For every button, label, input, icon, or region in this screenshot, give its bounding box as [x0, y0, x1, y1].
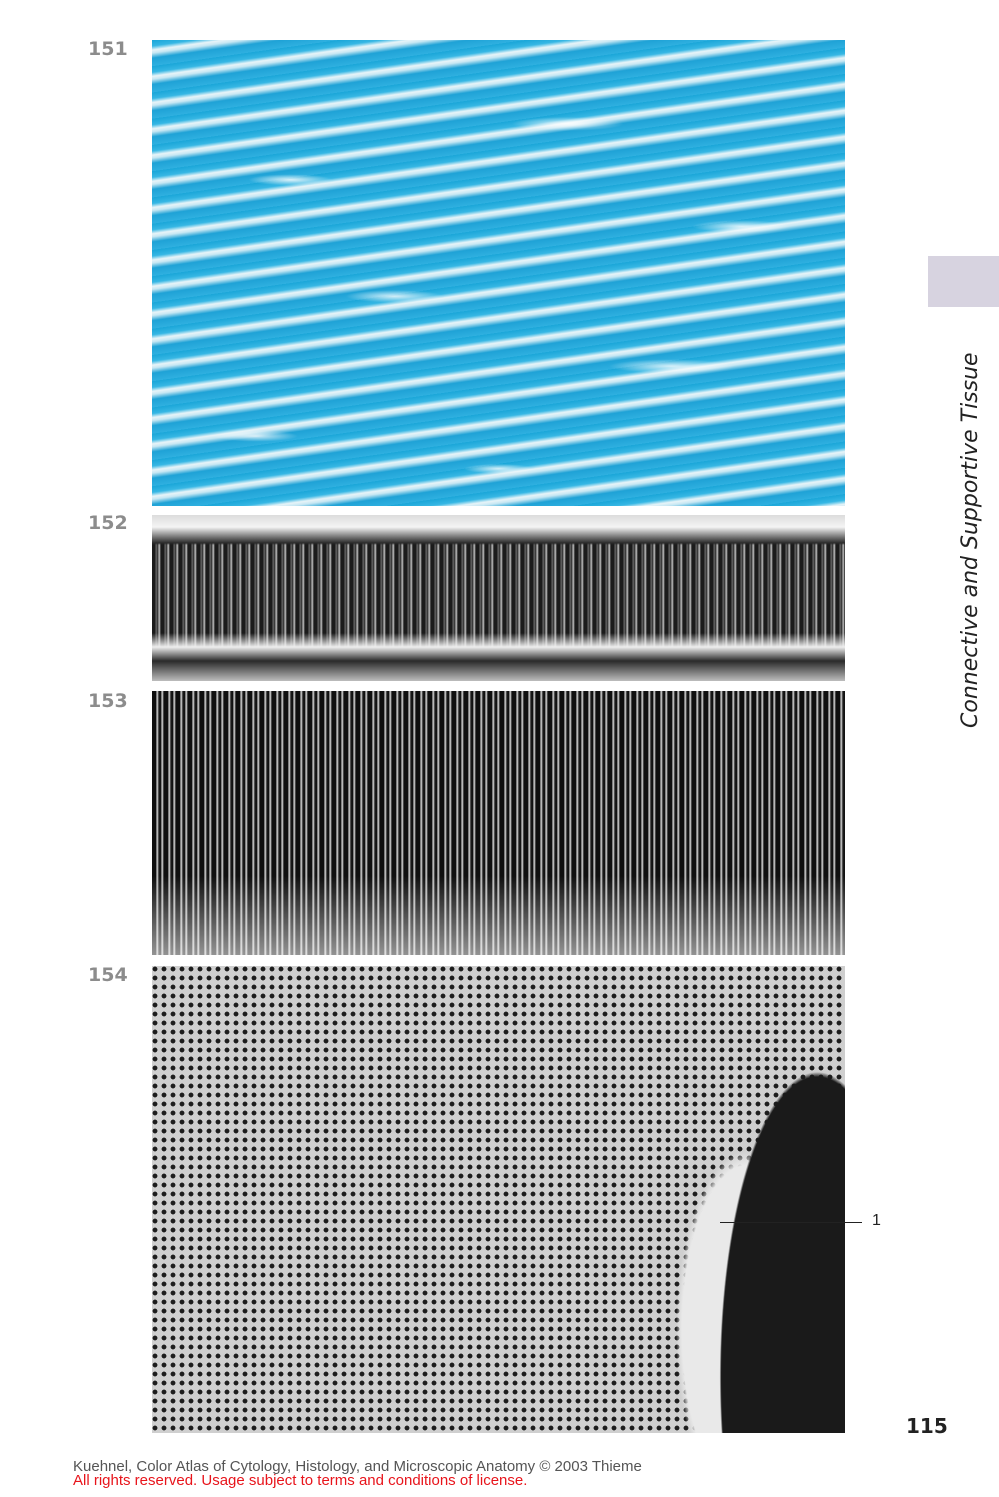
figure-number-152: 152 — [88, 512, 128, 534]
annotation-label: 1 — [872, 1212, 881, 1229]
micrograph-152-fibril-banding — [152, 515, 845, 681]
annotation-leader-line — [720, 1222, 862, 1223]
figure-number-153: 153 — [88, 690, 128, 712]
chapter-side-title: Connective and Supportive Tissue — [958, 352, 983, 728]
micrograph-154-fibril-cross-section — [152, 966, 845, 1433]
footer-license: All rights reserved. Usage subject to te… — [73, 1472, 528, 1489]
chapter-tab — [928, 256, 999, 307]
micrograph-151-collagen-fibers — [152, 40, 845, 506]
figure-number-154: 154 — [88, 964, 128, 986]
micrograph-153-fibril-striations — [152, 691, 845, 955]
figure-number-151: 151 — [88, 38, 128, 60]
page-number: 115 — [906, 1414, 948, 1438]
footer-copyright: Kuehnel, Color Atlas of Cytology, Histol… — [73, 1458, 642, 1475]
